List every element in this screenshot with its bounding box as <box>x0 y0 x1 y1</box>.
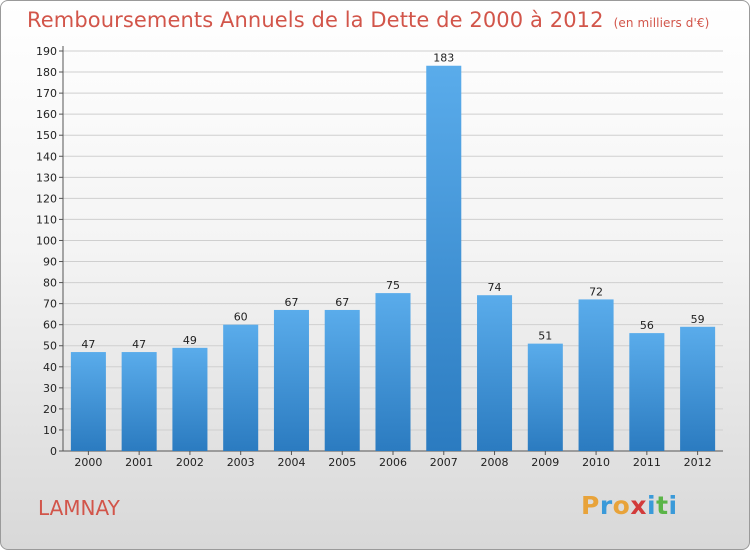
bar <box>375 293 411 451</box>
data-label: 60 <box>234 311 248 324</box>
y-tick-label: 120 <box>36 192 57 205</box>
data-label: 56 <box>640 319 654 332</box>
x-tick-label: 2010 <box>582 456 610 469</box>
x-tick-label: 2012 <box>684 456 712 469</box>
y-tick-label: 150 <box>36 129 57 142</box>
bar <box>324 309 360 451</box>
bar <box>70 352 106 451</box>
y-tick-label: 30 <box>43 382 57 395</box>
unit-note: (en milliers d'€) <box>613 16 710 30</box>
y-tick-label: 90 <box>43 256 57 269</box>
x-tick-label: 2003 <box>227 456 255 469</box>
data-label: 67 <box>335 296 349 309</box>
y-tick-label: 190 <box>36 45 57 58</box>
bar <box>223 324 259 451</box>
y-tick-label: 160 <box>36 108 57 121</box>
y-tick-label: 180 <box>36 66 57 79</box>
commune-name: LAMNAY <box>38 496 120 520</box>
y-tick-label: 70 <box>43 298 57 311</box>
y-tick-label: 60 <box>43 319 57 332</box>
bar <box>172 347 208 451</box>
x-tick-label: 2006 <box>379 456 407 469</box>
bar <box>629 333 665 451</box>
chart-title: Remboursements Annuels de la Dette de 20… <box>27 8 709 32</box>
data-label: 74 <box>488 281 502 294</box>
y-tick-label: 50 <box>43 340 57 353</box>
title-text: Remboursements Annuels de la Dette de 20… <box>27 8 604 32</box>
x-tick-label: 2007 <box>430 456 458 469</box>
y-tick-label: 10 <box>43 424 57 437</box>
x-tick-label: 2011 <box>633 456 661 469</box>
y-tick-label: 80 <box>43 277 57 290</box>
logo-letter: i <box>647 491 657 520</box>
data-label: 75 <box>386 279 400 292</box>
x-tick-label: 2000 <box>74 456 102 469</box>
data-label: 183 <box>433 52 454 65</box>
data-label: 59 <box>691 313 705 326</box>
logo-letter: P <box>581 491 600 520</box>
bar <box>578 299 614 451</box>
y-tick-label: 110 <box>36 213 57 226</box>
bar <box>477 295 513 451</box>
logo-letter: t <box>656 491 669 520</box>
y-tick-label: 0 <box>50 445 57 458</box>
x-tick-label: 2004 <box>277 456 305 469</box>
bar <box>680 326 716 451</box>
y-tick-label: 130 <box>36 171 57 184</box>
bar <box>527 343 563 451</box>
data-label: 67 <box>284 296 298 309</box>
y-tick-label: 40 <box>43 361 57 374</box>
data-label: 47 <box>132 338 146 351</box>
bar <box>121 352 157 451</box>
x-tick-label: 2001 <box>125 456 153 469</box>
data-label: 49 <box>183 334 197 347</box>
bar <box>426 65 462 451</box>
logo-letter: r <box>599 491 613 520</box>
y-tick-label: 140 <box>36 150 57 163</box>
y-tick-label: 100 <box>36 234 57 247</box>
logo-letter: i <box>668 491 678 520</box>
x-tick-label: 2008 <box>481 456 509 469</box>
data-label: 72 <box>589 285 603 298</box>
data-label: 47 <box>81 338 95 351</box>
x-tick-label: 2002 <box>176 456 204 469</box>
y-tick-label: 170 <box>36 87 57 100</box>
logo-letter: o <box>612 491 631 520</box>
bar <box>273 309 309 451</box>
x-tick-label: 2005 <box>328 456 356 469</box>
proxiti-logo: Proxiti <box>581 491 678 520</box>
data-label: 51 <box>538 330 552 343</box>
y-tick-label: 20 <box>43 403 57 416</box>
x-tick-label: 2009 <box>531 456 559 469</box>
logo-letter: x <box>630 491 647 520</box>
